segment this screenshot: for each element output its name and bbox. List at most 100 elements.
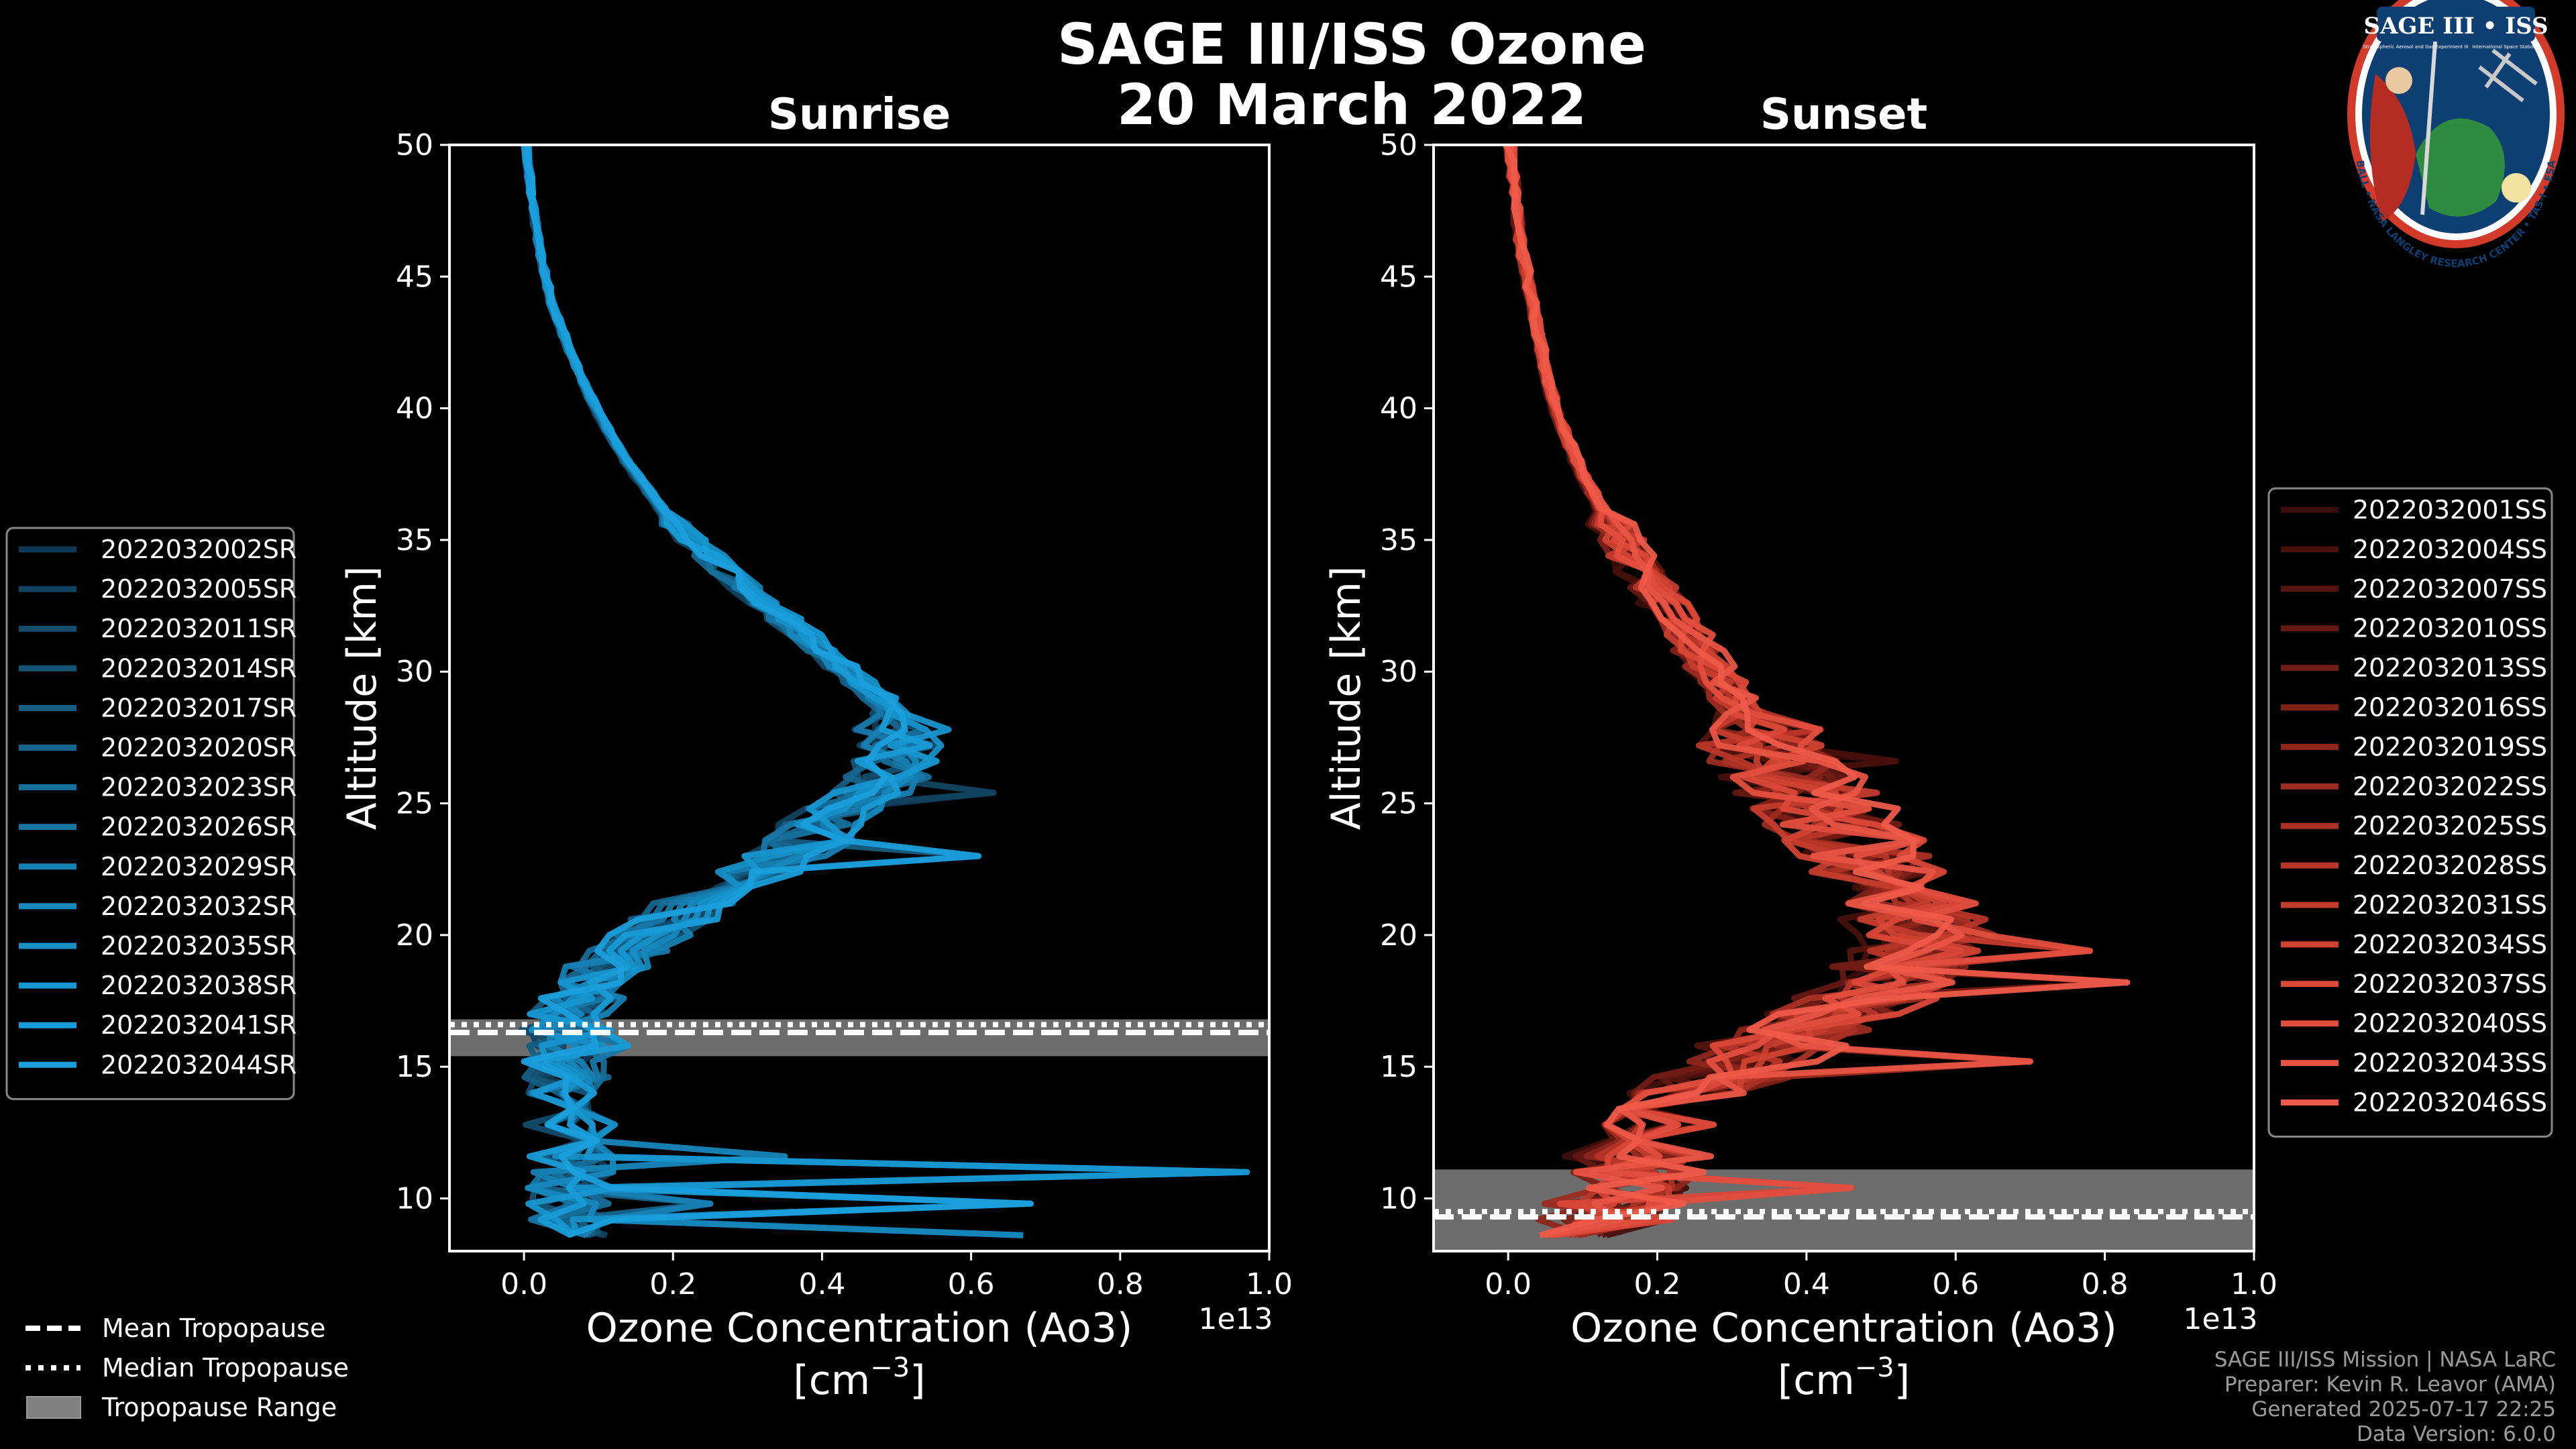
y-tick-label: 10: [396, 1181, 433, 1216]
x-tick-label: 0.8: [2082, 1267, 2129, 1301]
y-tick-label: 25: [396, 787, 433, 821]
legend-label: 2022032032SR: [101, 892, 297, 921]
profile-line-2022032040SS: [1505, 145, 2093, 1238]
panel-title: Sunset: [1760, 90, 1927, 140]
median-tropopause-label: Median Tropopause: [102, 1353, 349, 1383]
y-tick-label: 20: [396, 918, 433, 953]
x-tick-label: 0.2: [649, 1267, 696, 1301]
x-axis-label: Ozone Concentration (Ao3): [1570, 1305, 2117, 1352]
legend-label: 2022032020SR: [101, 733, 297, 763]
credit-line: SAGE III/ISS Mission | NASA LaRC: [2214, 1348, 2556, 1372]
y-tick-label: 35: [396, 523, 433, 557]
x-axis-units: [cm−3]: [1778, 1352, 1910, 1404]
credit-line: Generated 2025-07-17 22:25: [2251, 1397, 2556, 1421]
legend-label: 2022032029SR: [101, 852, 297, 881]
sun-icon: [2502, 173, 2531, 203]
logo-subtitle-right: International Space Station: [2472, 44, 2536, 50]
x-tick-label: 0.6: [948, 1267, 995, 1301]
profile-line-2022032046SS: [1503, 145, 2131, 1238]
legend-label: 2022032004SS: [2353, 535, 2547, 564]
legend-label: 2022032044SR: [101, 1050, 297, 1079]
legend-label: 2022032041SR: [101, 1010, 297, 1040]
legend-label: 2022032017SR: [101, 693, 297, 722]
plot-frame: [448, 144, 1271, 1252]
y-tick-label: 15: [396, 1050, 433, 1084]
legend-box: [5, 527, 295, 1100]
x-offset-label: 1e13: [2183, 1302, 2257, 1336]
x-axis-label: Ozone Concentration (Ao3): [586, 1305, 1133, 1352]
tropopause-legend: Mean Tropopause Median Tropopause Tropop…: [25, 1313, 349, 1422]
y-tick-label: 50: [1380, 128, 1417, 162]
legend-label: 2022032025SS: [2353, 811, 2547, 841]
tropopause-range-label: Tropopause Range: [101, 1393, 337, 1422]
x-tick-label: 1.0: [2231, 1267, 2277, 1301]
legend-label: 2022032031SS: [2353, 890, 2547, 920]
legend-label: 2022032035SR: [101, 931, 297, 961]
x-axis-units: [cm−3]: [793, 1352, 925, 1404]
legend-label: 2022032013SS: [2353, 653, 2547, 683]
panel-title: Sunrise: [768, 90, 951, 140]
credit-line: Preparer: Kevin R. Leavor (AMA): [2224, 1373, 2556, 1397]
y-tick-label: 10: [1380, 1181, 1417, 1216]
logo-subtitle-left: Stratospheric Aerosol and Gas Experiment…: [2363, 44, 2468, 50]
legend-label: 2022032010SS: [2353, 614, 2547, 643]
legend-label: 2022032028SS: [2353, 851, 2547, 880]
sunrise-legend: 2022032002SR 2022032005SR 2022032011SR 2022…: [5, 527, 297, 1100]
legend-label: 2022032019SS: [2353, 732, 2547, 761]
legend-label: 2022032037SS: [2353, 969, 2547, 999]
legend-label: 2022032034SS: [2353, 930, 2547, 959]
logo-banner: [2377, 7, 2535, 42]
credits: SAGE III/ISS Mission | NASA LaRC Prepare…: [2214, 1348, 2556, 1446]
mean-tropopause-label: Mean Tropopause: [102, 1313, 325, 1343]
x-offset-label: 1e13: [1198, 1302, 1273, 1336]
sunset-panel: Sunset 0.0 0.2 0.4 0.6 0.8 1.0 10 15 20 25 30 35 40 45…: [1323, 90, 2277, 1404]
x-tick-label: 0.2: [1634, 1267, 1681, 1301]
tropopause-range-swatch: [26, 1396, 81, 1419]
legend-label: 2022032001SS: [2353, 495, 2547, 525]
legend-label: 2022032014SR: [101, 653, 297, 683]
profile-lines: [1503, 145, 2131, 1238]
y-tick-label: 30: [1380, 655, 1417, 689]
legend-label: 2022032038SR: [101, 971, 297, 1000]
logo-title: SAGE III • ISS: [2363, 13, 2548, 40]
x-tick-label: 0.8: [1097, 1267, 1144, 1301]
profile-line-2022032044SR: [521, 145, 1034, 1238]
x-tick-label: 0.4: [798, 1267, 845, 1301]
legend-label: 2022032026SR: [101, 812, 297, 842]
y-tick-label: 20: [1380, 918, 1417, 953]
figure-title-line2: 20 March 2022: [1117, 72, 1587, 138]
y-axis-label: Altitude [km]: [1323, 566, 1370, 830]
plot-frame: [1432, 144, 2255, 1252]
sunset-legend: 2022032001SS 2022032004SS 2022032007SS 2022…: [2267, 487, 2553, 1138]
legend-label: 2022032011SR: [101, 614, 297, 643]
legend-label: 2022032046SS: [2353, 1088, 2547, 1118]
credit-line: Data Version: 6.0.0: [2357, 1422, 2556, 1446]
sunrise-panel: Sunrise 0.0 0.2 0.4 0.6 0.8 1.0 10 15 20 25 30 35 40 4…: [339, 90, 1293, 1404]
figure-robe-icon: [2370, 74, 2416, 221]
y-tick-label: 35: [1380, 523, 1417, 557]
x-tick-label: 1.0: [1246, 1267, 1293, 1301]
y-tick-label: 40: [396, 392, 433, 426]
y-axis-label: Altitude [km]: [339, 566, 386, 830]
legend-box: [2267, 487, 2553, 1138]
legend-label: 2022032043SS: [2353, 1049, 2547, 1078]
y-tick-label: 15: [1380, 1050, 1417, 1084]
x-tick-label: 0.4: [1783, 1267, 1830, 1301]
y-tick-label: 25: [1380, 787, 1417, 821]
figure-title-line1: SAGE III/ISS Ozone: [1057, 11, 1646, 77]
x-tick-label: 0.6: [1932, 1267, 1979, 1301]
legend-label: 2022032022SS: [2353, 771, 2547, 801]
space-station-icon: [2478, 48, 2538, 103]
earth-icon: [2416, 118, 2505, 217]
legend-label: 2022032005SR: [101, 574, 297, 604]
legend-label: 2022032040SS: [2353, 1009, 2547, 1038]
profile-lines: [518, 145, 1250, 1238]
legend-label: 2022032002SR: [101, 535, 297, 564]
y-tick-label: 45: [396, 260, 433, 294]
staff-icon: [2420, 33, 2438, 215]
y-tick-label: 45: [1380, 260, 1417, 294]
legend-label: 2022032007SS: [2353, 574, 2547, 604]
x-tick-label: 0.0: [1485, 1267, 1532, 1301]
y-tick-label: 30: [396, 655, 433, 689]
